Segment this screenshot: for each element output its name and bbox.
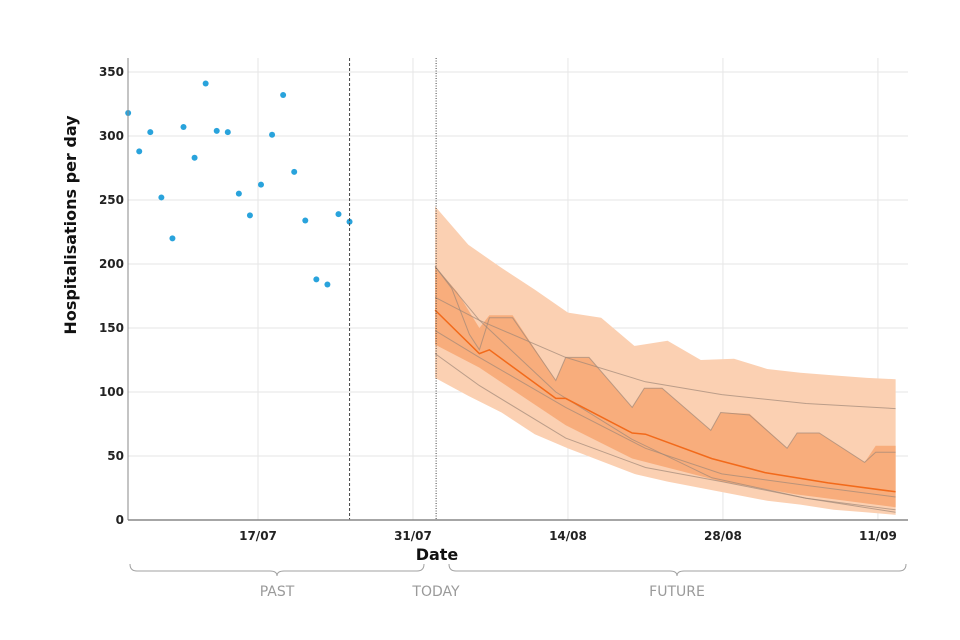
y-tick-label: 250 <box>99 193 124 207</box>
observed-points <box>125 80 353 288</box>
future-label: FUTURE <box>649 584 705 600</box>
observed-point <box>269 131 276 138</box>
trajectory-line <box>434 353 896 513</box>
observed-point <box>335 211 342 218</box>
future-bracket <box>448 563 907 577</box>
x-tick-label: 17/07 <box>239 529 277 543</box>
observed-point <box>213 127 220 134</box>
observed-point <box>235 190 242 197</box>
observed-point <box>280 92 287 99</box>
y-axis-label: Hospitalisations per day <box>61 115 80 335</box>
observed-point <box>191 154 198 161</box>
x-tick-label: 11/09 <box>859 529 897 543</box>
today-label: TODAY <box>411 584 460 600</box>
y-tick-label: 200 <box>99 257 124 271</box>
past-bracket <box>129 563 425 577</box>
observed-point <box>180 124 187 131</box>
x-tick-label: 14/08 <box>549 529 587 543</box>
x-tick-label: 28/08 <box>704 529 742 543</box>
past-label: PAST <box>260 584 295 600</box>
y-tick-label: 50 <box>107 449 124 463</box>
y-tick-label: 150 <box>99 321 124 335</box>
y-tick-label: 350 <box>99 65 124 79</box>
x-axis-label: Date <box>416 545 459 564</box>
median-line <box>434 309 896 493</box>
observed-point <box>258 181 264 188</box>
observed-point <box>302 217 309 224</box>
observed-point <box>313 276 320 283</box>
observed-point <box>346 218 353 225</box>
forecast-lines <box>434 266 896 513</box>
observed-point <box>224 129 231 136</box>
observed-point <box>136 148 143 155</box>
observed-point <box>169 235 176 242</box>
outer-interval-band <box>435 206 896 515</box>
observed-point <box>246 212 253 219</box>
trajectory-line <box>434 330 896 498</box>
observed-point <box>324 281 331 288</box>
gridlines <box>128 58 908 520</box>
observed-point <box>147 129 154 136</box>
trajectory-line <box>434 266 896 464</box>
x-tick-label: 31/07 <box>394 529 432 543</box>
period-brackets <box>129 563 907 577</box>
y-tick-label: 100 <box>99 385 124 399</box>
observed-point <box>158 194 165 201</box>
y-tick-label: 0 <box>116 513 124 527</box>
axes: 0 50 100 150 200 250 300 350 17/07 31/07 14/08 28/0… <box>99 58 908 543</box>
inner-interval-band <box>435 266 896 508</box>
observed-point <box>202 80 209 87</box>
observed-point <box>291 168 298 175</box>
y-tick-label: 300 <box>99 129 124 143</box>
forecast-bands <box>435 206 896 515</box>
